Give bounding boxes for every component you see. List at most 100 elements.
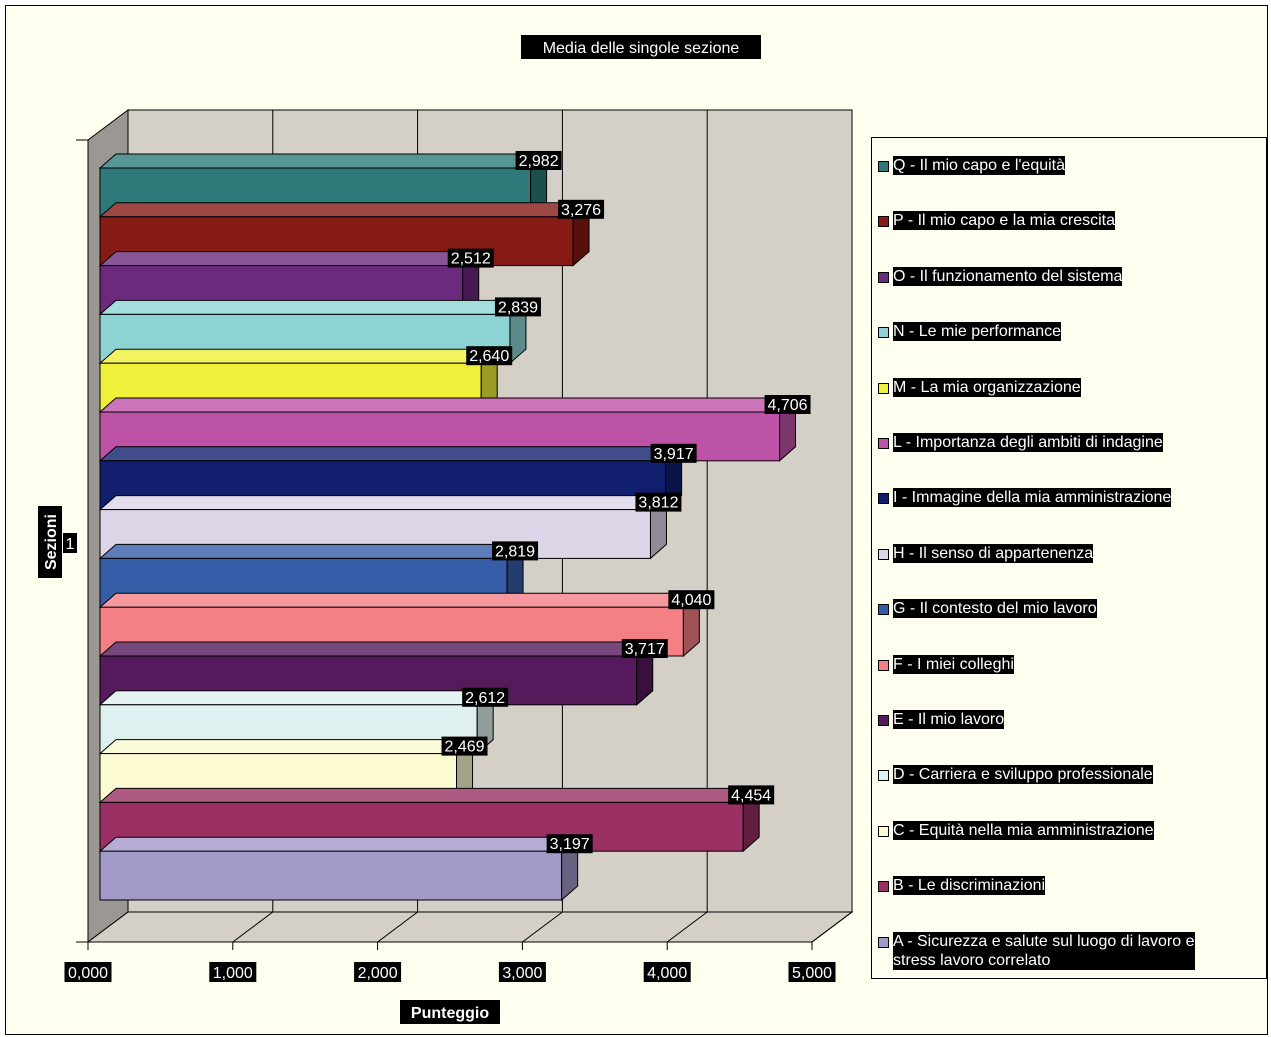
x-tick-label-bg — [64, 962, 112, 982]
legend-item: D - Carriera e sviluppo professionale — [878, 765, 1153, 785]
x-tick-label-bg — [498, 962, 546, 982]
legend-label: D - Carriera e sviluppo professionale — [893, 765, 1153, 785]
legend-item: L - Importanza degli ambiti di indagine — [878, 433, 1163, 452]
data-label-bg — [764, 395, 811, 414]
legend-item: B - Le discriminazioni — [878, 876, 1046, 896]
legend-item: M - La mia organizzazione — [878, 377, 1081, 397]
bar-top — [98, 153, 548, 169]
bar-top — [98, 739, 474, 755]
legend-swatch — [878, 715, 889, 726]
data-label: 3,197 — [550, 836, 590, 853]
chart-texts: Media delle singole sezione Punteggio Sezi… — [38, 35, 761, 1024]
category-label: 1 — [66, 536, 75, 553]
legend-swatch — [878, 825, 889, 837]
legend-label: O - Il funzionamento del sistema — [893, 266, 1123, 286]
legend-swatch — [878, 548, 889, 560]
data-label: 2,640 — [469, 348, 509, 365]
legend-item: F - I miei colleghi — [878, 654, 1014, 674]
x-tick-label: 0,000 — [68, 965, 108, 982]
x-axis-label-bg — [400, 1000, 500, 1024]
legend-item: O - Il funzionamento del sistema — [878, 266, 1123, 286]
x-axis-label: Punteggio — [411, 1005, 489, 1022]
data-label-bg — [621, 639, 668, 658]
legend-label: H - Il senso di appartenenza — [893, 543, 1094, 563]
legend-label: B - Le discriminazioni — [893, 876, 1046, 896]
legend-swatch — [878, 216, 889, 228]
y-axis-label: Sezioni — [43, 514, 60, 570]
gridline-floor — [811, 911, 853, 943]
x-tick-label-bg — [643, 962, 691, 982]
data-label-bg — [447, 248, 494, 268]
bar-top — [98, 592, 701, 608]
x-tick-label: 2,000 — [358, 965, 398, 982]
category-label-bg — [63, 533, 77, 553]
data-label: 3,717 — [625, 641, 665, 658]
data-label-bg — [728, 785, 775, 805]
legend-swatch — [878, 271, 889, 283]
bar-top — [98, 251, 481, 267]
x-tick-label-bg — [354, 962, 402, 982]
data-label: 4,454 — [731, 787, 771, 804]
data-label-bg — [650, 443, 697, 463]
legend-swatch — [878, 438, 889, 449]
data-label-bg — [558, 199, 605, 219]
data-label-bg — [494, 297, 541, 317]
data-label-bg — [668, 590, 715, 610]
legend-item: E - Il mio lavoro — [878, 710, 1005, 729]
x-tick-label-bg — [209, 962, 257, 982]
legend-label: Q - Il mio capo e l'equità — [893, 156, 1066, 175]
data-label: 2,982 — [519, 153, 559, 170]
data-label-bg — [466, 346, 513, 366]
bar-top — [98, 202, 591, 218]
data-label: 4,040 — [671, 592, 711, 609]
legend-label: L - Importanza degli ambiti di indagine — [893, 433, 1163, 452]
chart-title-bg — [521, 35, 761, 59]
data-label: 2,512 — [451, 251, 491, 268]
legend-item: N - Le mie performance — [878, 322, 1062, 342]
gridline-floor — [522, 911, 563, 943]
bar-top — [98, 641, 655, 657]
gridline-floor — [232, 911, 274, 943]
data-label: 2,839 — [498, 299, 538, 316]
data-label-bg — [462, 687, 509, 707]
x-tick-label: 3,000 — [502, 965, 542, 982]
legend-swatch — [878, 881, 889, 893]
legend-item: H - Il senso di appartenenza — [878, 543, 1094, 563]
data-label: 3,276 — [561, 202, 601, 219]
legend-label: G - Il contesto del mio lavoro — [893, 599, 1097, 619]
data-label-bg — [492, 541, 539, 561]
y-axis-label-bg — [38, 506, 62, 578]
legend-item: I - Immagine della mia amministrazione — [878, 488, 1172, 508]
bar-top — [98, 299, 528, 315]
data-label: 3,812 — [638, 495, 678, 512]
data-label: 2,612 — [465, 690, 505, 707]
chart-title: Media delle singole sezione — [543, 40, 740, 57]
x-tick-label: 4,000 — [647, 965, 687, 982]
bar-top — [98, 787, 761, 803]
bar-top — [98, 397, 797, 413]
bar-top — [98, 446, 683, 462]
data-label-bg — [441, 736, 488, 756]
legend-swatch — [878, 604, 889, 616]
legend-swatch — [878, 493, 889, 505]
legend-label: A - Sicurezza e salute sul luogo di lavo… — [893, 931, 1195, 970]
gridline-floor — [377, 911, 418, 943]
legend-swatch — [878, 770, 889, 782]
data-label-bg — [515, 151, 562, 170]
legend-item: Q - Il mio capo e l'equità — [878, 156, 1066, 175]
legend-label: E - Il mio lavoro — [893, 710, 1005, 729]
legend-label: P - Il mio capo e la mia crescita — [893, 211, 1116, 231]
legend: Q - Il mio capo e l'equità P - Il mio cap… — [871, 137, 1267, 979]
data-label: 2,819 — [495, 543, 535, 560]
data-label-bg — [546, 834, 593, 854]
x-tick-label: 1,000 — [213, 965, 253, 982]
legend-item: G - Il contesto del mio lavoro — [878, 599, 1097, 619]
legend-label: M - La mia organizzazione — [893, 377, 1081, 397]
legend-swatch — [878, 327, 889, 339]
legend-item: P - Il mio capo e la mia crescita — [878, 211, 1116, 231]
legend-swatch — [878, 161, 889, 172]
data-label: 4,706 — [768, 397, 808, 414]
data-labels: 2,982 3,276 2,512 2,839 2,640 4,706 3,917 3,812… — [441, 151, 811, 854]
data-label: 3,917 — [654, 446, 694, 463]
x-tick-label: 5,000 — [792, 965, 832, 982]
